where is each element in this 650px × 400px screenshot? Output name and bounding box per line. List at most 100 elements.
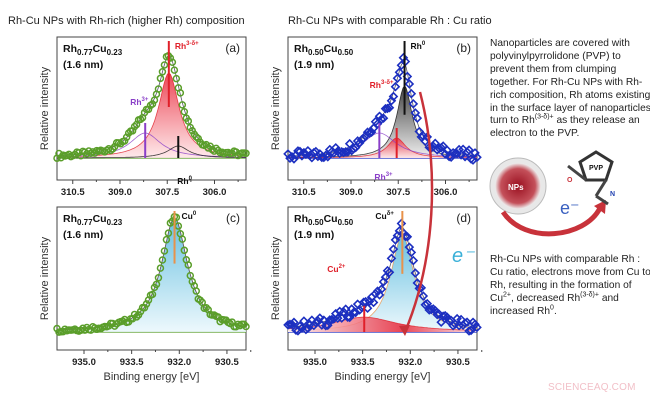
data-point [130, 122, 139, 131]
data-point [285, 319, 295, 330]
data-point [404, 79, 415, 89]
component-fill [288, 138, 477, 158]
sample-composition: Rh0.50Cu0.50 [294, 43, 354, 57]
component-fill [57, 73, 246, 158]
data-point [156, 264, 165, 272]
header-left: Rh-Cu NPs with Rh-rich (higher Rh) compo… [8, 15, 245, 27]
data-point [354, 138, 365, 148]
data-point [406, 88, 417, 99]
data-point [140, 303, 149, 312]
data-point [184, 261, 193, 269]
x-tick-label: 310.5 [61, 187, 85, 198]
data-point [297, 150, 307, 161]
data-point [390, 81, 401, 92]
particle-size: (1.9 nm) [294, 229, 334, 241]
arrow-head [399, 325, 410, 336]
data-point [148, 290, 157, 299]
data-point [394, 226, 405, 236]
header-right: Rh-Cu NPs with comparable Rh : Cu ratio [288, 15, 492, 27]
note-top-text: Nanoparticles are covered with polyvinyl… [490, 38, 650, 127]
panel-label: (b) [456, 41, 471, 55]
data-point [160, 247, 169, 255]
data-point [376, 284, 387, 294]
data-point [188, 277, 197, 286]
data-point [470, 319, 480, 330]
peak-label: Cu0 [182, 211, 197, 221]
data-point [320, 320, 331, 331]
data-point [366, 127, 377, 137]
peak-label: Cu2+ [327, 264, 346, 274]
x-tick-label: 932.0 [398, 357, 422, 368]
x-tick-label: 307.5 [155, 187, 179, 198]
data-point [378, 113, 389, 124]
data-point [166, 54, 175, 62]
data-point [178, 101, 187, 109]
x-tick-label: 930.5 [215, 357, 239, 368]
x-axis-label: Binding energy [eV] [103, 371, 199, 383]
note-bottom: Rh-Cu NPs with comparable Rh : Cu ratio,… [490, 254, 650, 319]
panel-d: Cuδ+ Cu2+ 935.0 933.5 932.0 930.5 Rh0.50Cu0.50… [270, 206, 483, 383]
sample-composition: Rh0.50Cu0.50 [294, 213, 354, 227]
data-point [330, 142, 341, 153]
watermark: SCIENCEAQ.COM [548, 382, 636, 393]
data-point [172, 213, 181, 222]
data-point [242, 149, 250, 158]
data-point [132, 313, 141, 321]
nps-pvp-illustration: NPs PVP O N e⁻ [489, 150, 615, 237]
note-bottom-mid2: and increased Rh [490, 292, 619, 317]
sup: 2+ [503, 291, 512, 299]
note-top: Nanoparticles are covered with polyvinyl… [490, 38, 650, 141]
data-point [180, 108, 189, 116]
panel-label: (c) [226, 211, 240, 225]
peak-label: Rh0 [177, 176, 192, 186]
data-point [464, 326, 474, 336]
data-point [388, 244, 399, 254]
data-point [77, 326, 85, 334]
data-point [55, 149, 63, 158]
data-point [386, 253, 397, 264]
plot-frame [287, 206, 478, 351]
data-point [372, 286, 383, 297]
electron-label: e⁻ [452, 245, 475, 267]
data-point [400, 56, 411, 67]
note-bottom-text: Rh-Cu NPs with comparable Rh : Cu ratio,… [490, 254, 650, 304]
data-point [158, 256, 167, 264]
data-point [164, 229, 173, 237]
data-point [344, 138, 355, 149]
carbonyl-bond [567, 164, 587, 182]
peak-label: Cuδ+ [375, 211, 394, 221]
data-point [406, 247, 417, 258]
data-point [156, 74, 165, 83]
data-point [362, 303, 373, 314]
data-point [380, 272, 391, 283]
data-point [408, 255, 419, 266]
plot-frame [56, 36, 247, 181]
plot-frame [287, 36, 478, 181]
x-tick-label: 306.0 [434, 187, 458, 198]
note-bottom-end: . [553, 305, 557, 317]
panel-label: (d) [456, 211, 471, 225]
panel-a: Rh3-δ+ Rh3+ Rh0 310.5 309.0 307.5 306.0 Rh0.77C… [39, 36, 250, 198]
data-point [466, 325, 476, 336]
data-point [315, 313, 325, 323]
x-tick-label: 309.0 [108, 187, 132, 198]
x-axis-label: Binding energy [eV] [334, 371, 430, 383]
particle-size: (1.6 nm) [63, 59, 103, 71]
plot-frame [56, 206, 247, 351]
data-point [172, 74, 181, 83]
x-tick-label: 933.5 [351, 357, 375, 368]
note-top-tail: as they release an electron to the PVP. [490, 115, 640, 140]
x-tick-label: 930.5 [446, 357, 470, 368]
data-point [317, 152, 327, 163]
y-axis-label: Relative intensity [39, 236, 51, 320]
y-axis-label: Relative intensity [270, 66, 282, 150]
y-axis-label: Relative intensity [39, 66, 51, 150]
data-point [289, 154, 299, 164]
data-point [384, 267, 395, 278]
oxygen-label: O [567, 177, 573, 184]
data-point [158, 68, 167, 76]
data-point [120, 137, 129, 145]
sup: 0 [550, 304, 554, 312]
data-point [136, 307, 145, 316]
y-axis-label: Relative intensity [270, 236, 282, 320]
